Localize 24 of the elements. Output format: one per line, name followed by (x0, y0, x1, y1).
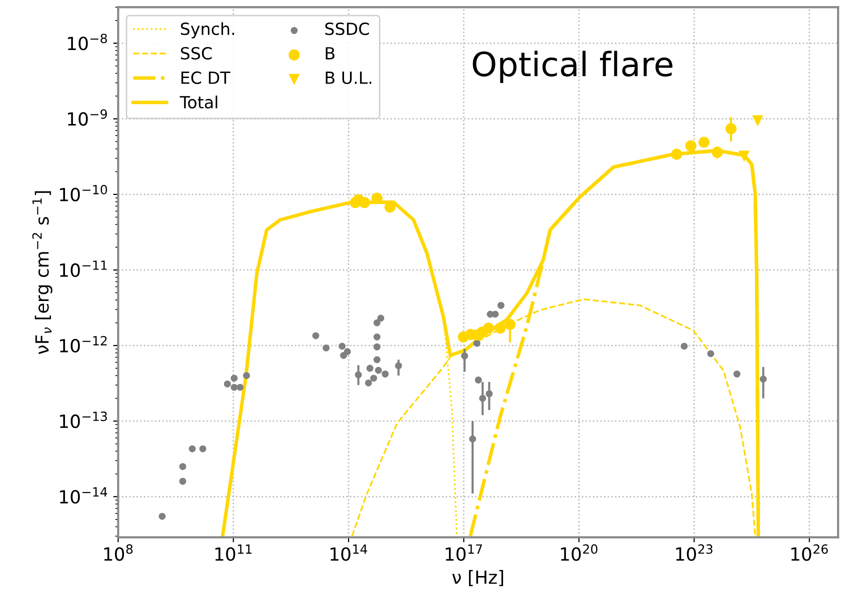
legend-label: SSC (180, 46, 212, 60)
legend-label: B U.L. (326, 72, 372, 84)
y-axis-title: νF$_{ν}$ [erg cm$^{−2}$ s$^{−1}$] (32, 191, 52, 354)
y-tick-label: 10$^{−11}$ (60, 260, 107, 277)
legend-label: Total (180, 96, 218, 109)
x-tick-label: 10$^{20}$ (560, 544, 598, 561)
x-tick-label: 10$^{11}$ (215, 544, 252, 561)
y-tick-label: 10$^{−9}$ (68, 109, 107, 126)
legend-label: SSDC (325, 22, 369, 36)
x-tick-label: 10$^{23}$ (676, 544, 712, 561)
annotation: Optical flare (472, 50, 672, 84)
y-tick-label: 10$^{−8}$ (68, 34, 107, 50)
x-axis-title: ν [Hz] (452, 570, 504, 586)
legend-label: EC DT (181, 71, 230, 84)
y-tick-label: 10$^{−10}$ (60, 184, 108, 202)
y-tick-label: 10$^{−14}$ (60, 487, 108, 504)
y-tick-label: 10$^{−13}$ (60, 412, 107, 428)
x-tick-label: 10$^{26}$ (791, 544, 828, 561)
legend-label: Synch. (180, 22, 234, 38)
x-tick-label: 10$^{14}$ (330, 544, 368, 561)
legend-label: B (326, 47, 334, 60)
y-tick-label: 10$^{−12}$ (60, 336, 107, 353)
x-tick-label: 10$^{17}$ (446, 544, 482, 561)
x-tick-label: 10$^{8}$ (104, 544, 133, 561)
